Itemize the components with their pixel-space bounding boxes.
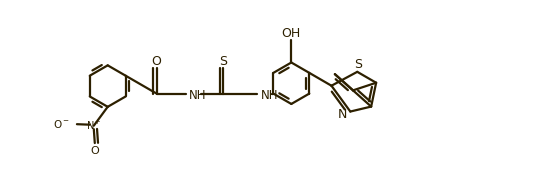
Text: N: N [338,108,347,121]
Text: S: S [219,55,227,68]
Text: OH: OH [281,27,301,40]
Text: O: O [152,55,161,68]
Text: N$^+$: N$^+$ [86,119,102,132]
Text: O: O [91,146,99,156]
Text: NH: NH [260,89,278,102]
Text: NH: NH [189,89,206,102]
Text: O$^-$: O$^-$ [53,118,70,130]
Text: S: S [354,58,362,71]
